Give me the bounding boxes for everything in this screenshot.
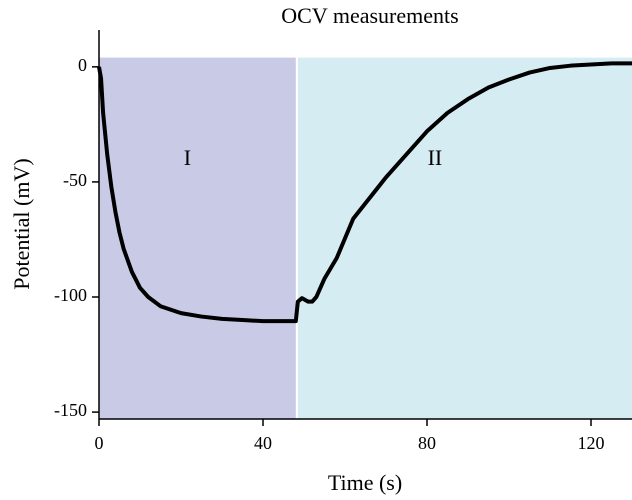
region bbox=[99, 57, 296, 419]
line-series bbox=[97, 61, 632, 324]
y-tick-label: -50 bbox=[63, 170, 87, 190]
x-tick-label: 0 bbox=[95, 433, 104, 453]
x-tick-label: 40 bbox=[254, 433, 272, 453]
y-tick-label: -100 bbox=[54, 285, 87, 305]
region-label: I bbox=[184, 145, 191, 170]
y-axis-label: Potential (mV) bbox=[9, 158, 34, 289]
chart-title: OCV measurements bbox=[281, 3, 458, 28]
x-tick-label: 80 bbox=[418, 433, 436, 453]
y-tick-label: 0 bbox=[78, 55, 87, 75]
region-label: II bbox=[428, 145, 443, 170]
x-axis-label: Time (s) bbox=[328, 470, 402, 495]
y-tick-label: -150 bbox=[54, 400, 87, 420]
x-tick-label: 120 bbox=[578, 433, 605, 453]
region bbox=[297, 57, 632, 419]
